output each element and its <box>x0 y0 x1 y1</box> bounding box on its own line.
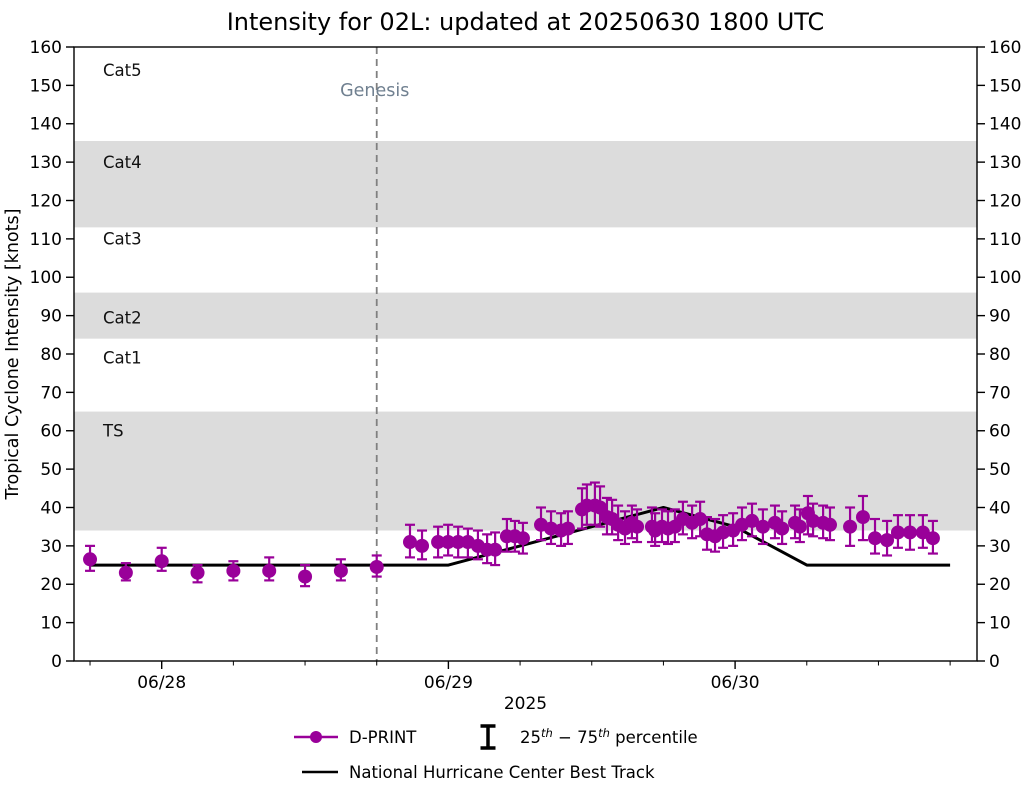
y-tick-label: 60 <box>989 422 1011 442</box>
dprint-point <box>451 535 466 550</box>
y-tick-label: 50 <box>40 460 62 480</box>
y-tick-label: 80 <box>989 345 1011 365</box>
dprint-point <box>402 535 417 550</box>
dprint-point <box>775 521 790 536</box>
dprint-point <box>488 542 503 557</box>
y-tick-label: 120 <box>989 191 1021 211</box>
y-tick-label: 90 <box>40 307 62 327</box>
plot-border <box>73 46 978 662</box>
legend-dprint-marker <box>310 731 322 743</box>
y-tick-label: 60 <box>40 422 62 442</box>
chart-title-group: Intensity for 02L: updated at 20250630 1… <box>227 8 825 36</box>
x-axis-year-label: 2025 <box>504 694 547 714</box>
dprint-point <box>693 512 708 527</box>
y-tick-label: 20 <box>989 575 1011 595</box>
dprint-point <box>118 565 133 580</box>
band-ts <box>74 411 977 531</box>
band-label-cat4: Cat4 <box>103 153 142 172</box>
x-tick-label: 06/29 <box>424 673 473 693</box>
dprint-point <box>755 519 770 534</box>
dprint-point <box>868 531 883 546</box>
y-tick-label: 130 <box>30 153 62 173</box>
y-tick-label: 90 <box>989 307 1011 327</box>
dprint-point <box>925 531 940 546</box>
category-band-labels: TS Cat1 Cat2 Cat3 Cat4 Cat5 <box>102 61 142 441</box>
y-tick-label: 50 <box>989 460 1011 480</box>
y-axis-right: 0 10 20 30 40 50 60 70 80 90 100 110 120 130 140 150 160 <box>977 38 1021 672</box>
category-bands <box>74 141 977 531</box>
dprint-point <box>560 521 575 536</box>
x-tick-label: 06/30 <box>711 673 760 693</box>
y-tick-label: 160 <box>989 38 1021 58</box>
dprint-point <box>441 535 456 550</box>
y-tick-label: 70 <box>40 383 62 403</box>
band-label-cat2: Cat2 <box>103 308 142 327</box>
dprint-point <box>745 513 760 528</box>
y-tick-label: 10 <box>989 614 1011 634</box>
legend-percentile-label: 25th − 75th percentile <box>520 726 698 747</box>
y-tick-label: 30 <box>40 537 62 557</box>
dprint-point <box>415 538 430 553</box>
y-tick-label: 40 <box>989 498 1011 518</box>
dprint-point <box>226 563 241 578</box>
dprint-point <box>154 554 169 569</box>
y-tick-label: 100 <box>989 268 1021 288</box>
y-tick-label: 110 <box>989 230 1021 250</box>
dprint-point <box>880 533 895 548</box>
x-axis: 06/28 06/29 06/30 2025 <box>89 661 951 714</box>
dprint-point <box>83 552 98 567</box>
dprint-point <box>902 525 917 540</box>
dprint-point <box>822 517 837 532</box>
y-tick-label: 150 <box>989 76 1021 96</box>
legend-best-track-label: National Hurricane Center Best Track <box>349 763 655 782</box>
y-tick-label: 0 <box>989 652 1000 672</box>
legend-dprint-label: D-PRINT <box>349 728 417 747</box>
dprint-point <box>369 559 384 574</box>
y-tick-label: 140 <box>989 115 1021 135</box>
dprint-point <box>855 510 870 525</box>
dprint-point <box>792 519 807 534</box>
dprint-point <box>333 563 348 578</box>
dprint-markers <box>83 498 940 584</box>
band-label-cat1: Cat1 <box>103 349 142 368</box>
genesis-marker: Genesis <box>340 47 409 661</box>
y-tick-label: 70 <box>989 383 1011 403</box>
dprint-point <box>298 569 313 584</box>
dprint-point <box>843 519 858 534</box>
y-axis-label: Tropical Cyclone Intensity [knots] <box>3 209 23 501</box>
chart-title: Intensity for 02L: updated at 20250630 1… <box>227 8 825 36</box>
y-axis-label-group: Tropical Cyclone Intensity [knots] <box>3 209 23 501</box>
dprint-point <box>262 563 277 578</box>
y-tick-label: 140 <box>30 115 62 135</box>
genesis-label: Genesis <box>340 81 409 101</box>
y-tick-label: 10 <box>40 614 62 634</box>
x-tick-label: 06/28 <box>137 673 186 693</box>
y-tick-label: 80 <box>40 345 62 365</box>
band-cat2 <box>74 292 977 339</box>
y-tick-label: 160 <box>30 38 62 58</box>
band-label-ts: TS <box>102 422 124 441</box>
y-tick-label: 40 <box>40 498 62 518</box>
y-axis-left: 0 10 20 30 40 50 60 70 80 90 100 110 120 130 140 150 160 <box>30 38 74 672</box>
band-label-cat3: Cat3 <box>103 230 142 249</box>
y-tick-label: 120 <box>30 191 62 211</box>
y-tick-label: 20 <box>40 575 62 595</box>
dprint-point <box>890 525 905 540</box>
band-cat4 <box>74 141 977 228</box>
legend: D-PRINT 25th − 75th percentile National Hu… <box>294 724 698 782</box>
y-tick-label: 130 <box>989 153 1021 173</box>
band-label-cat5: Cat5 <box>103 61 142 80</box>
y-tick-label: 0 <box>51 652 62 672</box>
y-tick-label: 30 <box>989 537 1011 557</box>
dprint-point <box>515 531 530 546</box>
dprint-point <box>630 519 645 534</box>
y-tick-label: 110 <box>30 230 62 250</box>
dprint-point <box>431 535 446 550</box>
y-tick-label: 100 <box>30 268 62 288</box>
dprint-point <box>190 565 205 580</box>
y-tick-label: 150 <box>30 76 62 96</box>
axes-frame <box>73 46 978 662</box>
